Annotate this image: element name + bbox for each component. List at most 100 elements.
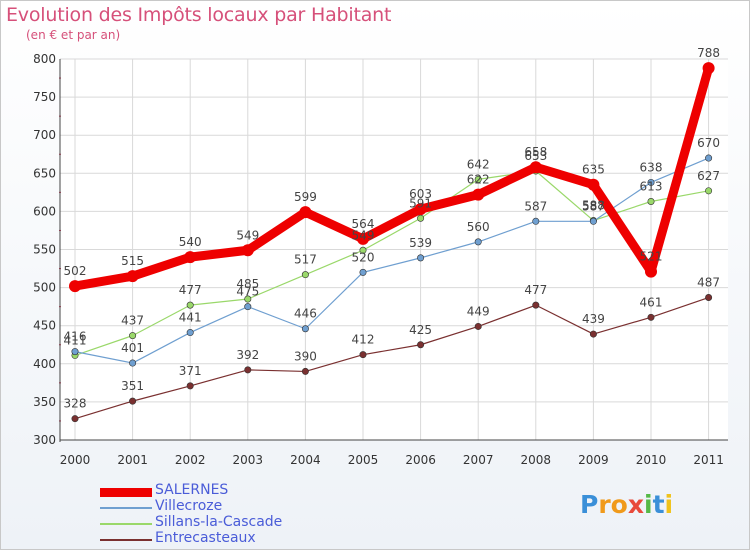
chart-title: Evolution des Impôts locaux par Habitant bbox=[6, 4, 392, 26]
data-point bbox=[301, 325, 309, 333]
data-point bbox=[301, 271, 309, 279]
data-label: 416 bbox=[64, 330, 87, 344]
data-label: 549 bbox=[236, 228, 259, 242]
data-label: 540 bbox=[179, 235, 202, 249]
legend-label: Entrecasteaux bbox=[155, 530, 256, 546]
data-label: 564 bbox=[352, 217, 375, 231]
data-point bbox=[474, 238, 482, 246]
data-label: 587 bbox=[524, 199, 547, 213]
legend-label: SALERNES bbox=[155, 482, 229, 498]
x-tick-label: 2009 bbox=[578, 453, 609, 467]
data-label: 587 bbox=[582, 199, 605, 213]
data-point bbox=[244, 303, 252, 311]
y-tick-label: 400 bbox=[33, 357, 56, 371]
series-line-villecroze bbox=[74, 157, 710, 364]
legend-swatch bbox=[100, 507, 152, 509]
proxiti-logo: Proxiti bbox=[580, 490, 673, 519]
y-tick-label: 350 bbox=[33, 395, 56, 409]
data-point bbox=[705, 294, 713, 302]
chart-subtitle: (en € et par an) bbox=[26, 28, 121, 42]
data-label: 515 bbox=[121, 254, 144, 268]
logo-letter: o bbox=[610, 490, 628, 519]
logo-letter: P bbox=[580, 490, 599, 519]
data-label: 642 bbox=[467, 157, 490, 171]
data-point bbox=[301, 367, 309, 375]
data-label: 539 bbox=[409, 236, 432, 250]
data-label: 588 bbox=[582, 199, 605, 213]
data-point bbox=[244, 366, 252, 374]
data-point bbox=[241, 244, 254, 257]
x-tick-label: 2004 bbox=[290, 453, 321, 467]
data-label: 439 bbox=[582, 312, 605, 326]
data-point bbox=[299, 206, 312, 219]
x-tick-label: 2002 bbox=[175, 453, 206, 467]
data-point bbox=[186, 301, 194, 309]
data-label: 653 bbox=[524, 149, 547, 163]
data-label: 520 bbox=[352, 250, 375, 264]
data-point bbox=[414, 203, 427, 216]
data-point bbox=[244, 295, 252, 303]
data-point bbox=[69, 280, 81, 293]
data-label: 485 bbox=[236, 277, 259, 291]
data-label: 613 bbox=[640, 179, 663, 193]
series-line-sillans-la-cascade bbox=[74, 170, 710, 357]
data-point bbox=[359, 246, 367, 254]
data-label: 351 bbox=[121, 379, 144, 393]
y-tick-label: 750 bbox=[33, 90, 56, 104]
legend-swatch bbox=[100, 523, 152, 525]
data-label: 392 bbox=[236, 348, 259, 362]
data-point bbox=[529, 161, 542, 174]
x-tick-label: 2001 bbox=[117, 453, 148, 467]
data-label: 599 bbox=[294, 190, 317, 204]
data-point bbox=[129, 332, 137, 340]
y-tick-label: 600 bbox=[33, 204, 56, 218]
legend-label: Sillans-la-Cascade bbox=[155, 514, 283, 530]
x-tick-label: 2011 bbox=[693, 453, 724, 467]
data-label: 591 bbox=[409, 196, 432, 210]
data-point bbox=[417, 214, 425, 222]
y-tick-label: 800 bbox=[33, 52, 56, 66]
data-point bbox=[647, 313, 655, 321]
x-tick-label: 2006 bbox=[405, 453, 436, 467]
data-point bbox=[357, 232, 369, 245]
data-point bbox=[359, 351, 367, 359]
data-label: 371 bbox=[179, 364, 202, 378]
y-tick-label: 650 bbox=[33, 166, 56, 180]
data-label: 449 bbox=[467, 304, 490, 318]
data-point bbox=[186, 382, 194, 390]
legend-swatch bbox=[100, 539, 152, 541]
data-label: 461 bbox=[640, 295, 663, 309]
data-label: 475 bbox=[236, 285, 259, 299]
data-label: 412 bbox=[352, 333, 375, 347]
data-label: 425 bbox=[409, 323, 432, 337]
data-label: 670 bbox=[697, 136, 720, 150]
data-point bbox=[71, 348, 79, 356]
data-label: 401 bbox=[121, 341, 144, 355]
x-tick-label: 2003 bbox=[233, 453, 264, 467]
data-point bbox=[589, 217, 597, 225]
y-tick-label: 700 bbox=[33, 128, 56, 142]
logo-letter: i bbox=[664, 490, 674, 519]
data-label: 502 bbox=[64, 264, 87, 278]
data-label: 788 bbox=[697, 46, 720, 60]
data-point bbox=[532, 301, 540, 309]
data-point bbox=[589, 330, 597, 338]
data-point bbox=[472, 188, 485, 201]
data-point bbox=[417, 341, 425, 349]
data-point bbox=[474, 322, 482, 330]
data-label: 635 bbox=[582, 163, 605, 177]
y-tick-label: 450 bbox=[33, 319, 56, 333]
data-label: 603 bbox=[409, 187, 432, 201]
data-point bbox=[184, 251, 197, 264]
data-label: 638 bbox=[640, 160, 663, 174]
y-tick-label: 300 bbox=[33, 433, 56, 447]
data-label: 517 bbox=[294, 253, 317, 267]
data-point bbox=[645, 265, 657, 278]
data-label: 441 bbox=[179, 311, 202, 325]
legend-label: Villecroze bbox=[155, 498, 223, 514]
data-point bbox=[359, 268, 367, 276]
data-label: 622 bbox=[467, 173, 490, 187]
data-label: 390 bbox=[294, 349, 317, 363]
data-label: 411 bbox=[64, 333, 87, 347]
data-point bbox=[702, 62, 715, 75]
